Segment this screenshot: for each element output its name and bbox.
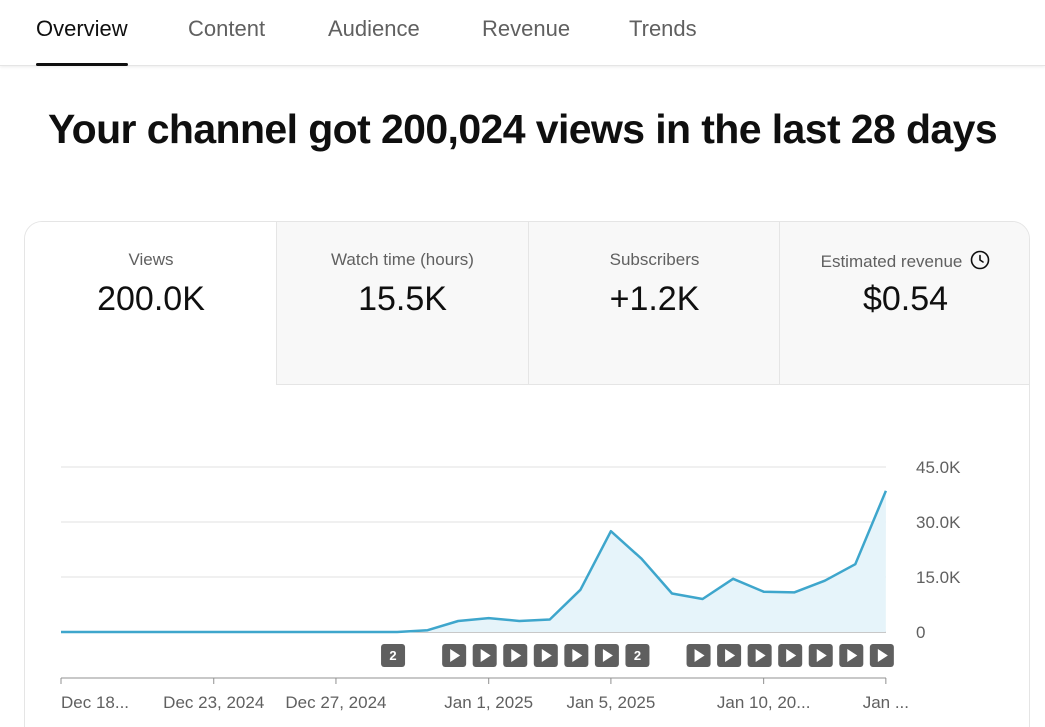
x-tick-label: Jan 10, 20... xyxy=(717,693,811,712)
tab-revenue[interactable]: Revenue xyxy=(482,16,571,41)
metric-value: 200.0K xyxy=(97,280,205,318)
x-tick-label: Dec 18... xyxy=(61,693,129,712)
play-icon xyxy=(572,649,583,662)
x-tick-label: Dec 23, 2024 xyxy=(163,693,264,712)
tab-content[interactable]: Content xyxy=(188,16,266,41)
marker-count: 2 xyxy=(634,648,641,663)
views-area xyxy=(61,490,886,632)
tab-overview[interactable]: Overview xyxy=(36,0,128,66)
play-icon xyxy=(694,649,705,662)
metric-tab-views[interactable]: Views 200.0K xyxy=(25,222,277,385)
play-icon xyxy=(511,649,522,662)
play-icon xyxy=(725,649,736,662)
video-count-marker[interactable]: 2 xyxy=(381,644,406,667)
play-icon xyxy=(786,649,797,662)
play-icon xyxy=(450,649,461,662)
tab-trends[interactable]: Trends xyxy=(629,16,697,41)
y-tick-label: 30.0K xyxy=(916,513,961,532)
play-icon xyxy=(847,649,858,662)
play-icon xyxy=(480,649,491,662)
video-marker[interactable] xyxy=(503,644,528,667)
clock-icon[interactable] xyxy=(970,250,990,270)
metric-tab-estimated-revenue[interactable]: Estimated revenue $0.54 xyxy=(779,222,1029,385)
video-marker[interactable] xyxy=(747,644,772,667)
y-tick-label: 15.0K xyxy=(916,568,961,587)
play-icon xyxy=(602,649,613,662)
metric-value: +1.2K xyxy=(609,280,700,318)
analytics-tabs: Overview Content Audience Revenue Trends xyxy=(0,0,1045,66)
tab-audience[interactable]: Audience xyxy=(328,16,420,41)
metrics-card: Views 200.0K Watch time (hours) 15.5K Su… xyxy=(24,221,1030,727)
metric-tab-subscribers[interactable]: Subscribers +1.2K xyxy=(528,222,780,385)
video-marker[interactable] xyxy=(717,644,742,667)
play-icon xyxy=(877,649,888,662)
play-icon xyxy=(541,649,552,662)
y-tick-label: 45.0K xyxy=(916,458,961,477)
video-marker[interactable] xyxy=(442,644,467,667)
video-marker[interactable] xyxy=(472,644,497,667)
y-tick-label: 0 xyxy=(916,623,925,642)
video-marker[interactable] xyxy=(594,644,619,667)
marker-count: 2 xyxy=(389,648,396,663)
metric-label: Estimated revenue xyxy=(820,252,963,271)
video-marker[interactable] xyxy=(778,644,803,667)
video-marker[interactable] xyxy=(839,644,864,667)
marker-box xyxy=(381,644,406,667)
video-marker[interactable] xyxy=(686,644,711,667)
video-marker[interactable] xyxy=(533,644,558,667)
metric-label-row: Estimated revenue xyxy=(780,250,1029,272)
marker-box xyxy=(625,644,650,667)
play-icon xyxy=(816,649,827,662)
metric-value: 15.5K xyxy=(358,280,447,318)
metric-label: Views xyxy=(128,250,174,269)
x-tick-label: Jan 1, 2025 xyxy=(444,693,533,712)
page-headline: Your channel got 200,024 views in the la… xyxy=(47,106,998,152)
video-marker[interactable] xyxy=(808,644,833,667)
x-tick-label: Dec 27, 2024 xyxy=(285,693,386,712)
views-line xyxy=(61,490,888,634)
video-marker[interactable] xyxy=(869,644,894,667)
play-icon xyxy=(755,649,766,662)
video-count-marker[interactable]: 2 xyxy=(625,644,650,667)
video-marker[interactable] xyxy=(564,644,589,667)
x-tick-label: Jan 5, 2025 xyxy=(566,693,655,712)
metric-value: $0.54 xyxy=(862,280,949,318)
metric-tab-watch-time[interactable]: Watch time (hours) 15.5K xyxy=(276,222,528,385)
metric-label: Watch time (hours) xyxy=(331,250,474,269)
x-tick-label: Jan ... xyxy=(863,693,909,712)
metric-label: Subscribers xyxy=(609,250,700,269)
